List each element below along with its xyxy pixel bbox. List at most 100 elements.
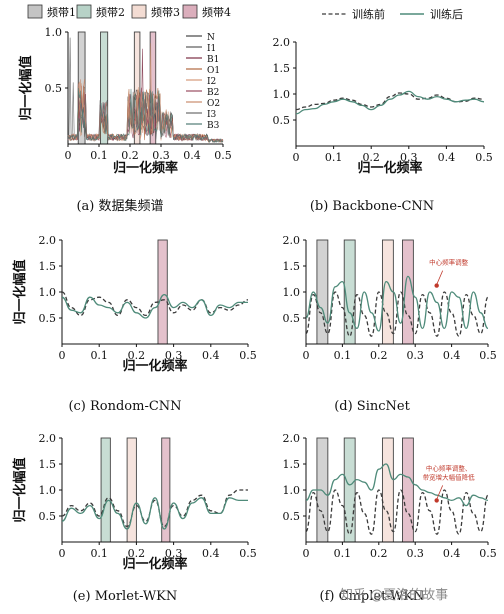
x-tick-label: 0 [65,149,72,162]
y-tick-label: 2.0 [273,36,291,49]
panel-caption: (c) Rondom-CNN [68,399,181,414]
spectrum-series [67,37,224,144]
band-legend-label: 频带4 [202,5,231,19]
dataset-legend-label: B3 [207,121,220,131]
y-tick-label: 2.0 [39,432,57,445]
x-tick-label: 0.3 [400,151,418,164]
dataset-legend-label: O1 [207,66,220,76]
before-training-line [305,489,489,535]
x-tick-label: 0.1 [90,547,108,560]
y-tick-label: 0.5 [283,510,301,523]
x-tick-label: 0.4 [202,349,220,362]
panel-f: 0 0.1 0.2 0.3 0.4 0.5 0.5 1.0 1.5 2.0 中心频率调整、带宽增大幅… [283,432,497,604]
x-tick-label: 0.1 [334,349,352,362]
x-tick-label: 0.4 [443,349,461,362]
band-legend-item: 频带3 [131,4,180,19]
frequency-band [316,239,329,345]
x-axis-label: 归一化频率 [357,160,422,176]
spectrum-series [67,87,224,144]
y-axis-label: 归一化幅值 [12,457,28,522]
x-tick-label: 0 [293,151,300,164]
y-axis-label: 归一化幅值 [18,55,34,120]
x-tick-label: 0 [59,349,66,362]
x-tick-label: 0.5 [214,149,232,162]
dataset-legend-label: I1 [207,44,216,54]
panel-caption: (b) Backbone-CNN [310,199,434,214]
y-tick-label: 1.5 [39,260,57,273]
y-tick-label: 1.5 [283,260,301,273]
dataset-legend-label: I2 [207,77,216,87]
y-tick-label: 2.0 [283,234,301,247]
panel-d: 0 0.1 0.2 0.3 0.4 0.5 0.5 1.0 1.5 2.0 中心频率调整 (d) Si… [283,234,497,414]
y-tick-label: 1.0 [39,286,57,299]
after-training-line [295,90,485,115]
y-tick-label: 0.5 [39,312,57,325]
y-tick-label: 1.0 [39,484,57,497]
training-legend-label: 训练后 [430,7,463,21]
y-tick-label: 0.5 [273,114,291,127]
after-training-line [61,497,248,530]
x-tick-label: 0.5 [239,547,257,560]
dataset-legend-label: I3 [207,110,217,120]
x-tick-label: 0.3 [165,349,183,362]
x-tick-label: 0.5 [239,349,257,362]
before-training-line [61,489,248,528]
y-tick-label: 2.0 [39,234,57,247]
x-tick-label: 0.2 [128,547,146,560]
y-axis-label: 归一化幅值 [12,259,28,324]
y-tick-label: 1.0 [283,484,301,497]
y-tick-label: 1.0 [273,88,291,101]
x-tick-label: 0.4 [443,547,461,560]
band-legend-swatch [182,4,198,19]
band-legend-item: 频带4 [182,4,231,19]
x-tick-label: 0.3 [406,547,424,560]
band-legend-swatch [27,4,43,19]
dataset-legend-label: B2 [207,88,219,98]
annotation-arrow [436,485,444,500]
panel-b: 0 0.1 0.2 0.3 0.4 0.5 0.5 1.0 1.5 2.0 归一化频率 (b) Bac… [273,36,493,214]
panel-caption: (f) Cmplet-WKN [320,589,425,604]
x-tick-label: 0.2 [128,349,146,362]
x-tick-label: 0.2 [370,349,388,362]
dataset-legend-label: N [207,33,215,43]
annotation-marker [434,283,439,288]
x-tick-label: 0.2 [362,151,380,164]
band-legend-label: 频带3 [151,5,180,19]
annotation-text: 中心频率调整 [429,258,469,267]
frequency-band [381,437,394,543]
band-legend-label: 频带1 [47,5,76,19]
dataset-legend-label: O2 [207,99,220,109]
band-legend-item: 频带1 [27,4,76,19]
panel-caption: (e) Morlet-WKN [73,589,178,604]
x-axis-label: 归一化频率 [122,358,187,374]
x-tick-label: 0.4 [183,149,201,162]
after-training-line [305,463,489,507]
x-tick-label: 0.3 [406,349,424,362]
x-axis-label: 归一化频率 [113,160,178,176]
x-tick-label: 0 [303,349,310,362]
y-tick-label: 1.5 [39,458,57,471]
x-tick-label: 0.4 [202,547,220,560]
training-legend-item: 训练前 [322,7,385,21]
x-tick-label: 0.1 [90,349,108,362]
annotation-text: 中心频率调整、 [426,463,472,472]
x-tick-label: 0.3 [152,149,170,162]
panel-caption: (a) 数据集频谱 [76,198,163,214]
band-legend-label: 频带2 [96,5,125,19]
training-legend-label: 训练前 [352,7,385,21]
band-legend-item: 频带2 [76,4,125,19]
x-tick-label: 0.5 [479,349,497,362]
after-training-line [61,293,248,319]
x-tick-label: 0.4 [438,151,456,164]
x-tick-label: 0.2 [121,149,139,162]
before-training-line [305,291,489,337]
annotation-marker [434,498,439,503]
x-tick-label: 0.1 [325,151,343,164]
frequency-band [402,437,414,543]
y-tick-label: 2.0 [283,432,301,445]
x-tick-label: 0.1 [90,149,108,162]
band-legend-swatch [76,4,92,19]
